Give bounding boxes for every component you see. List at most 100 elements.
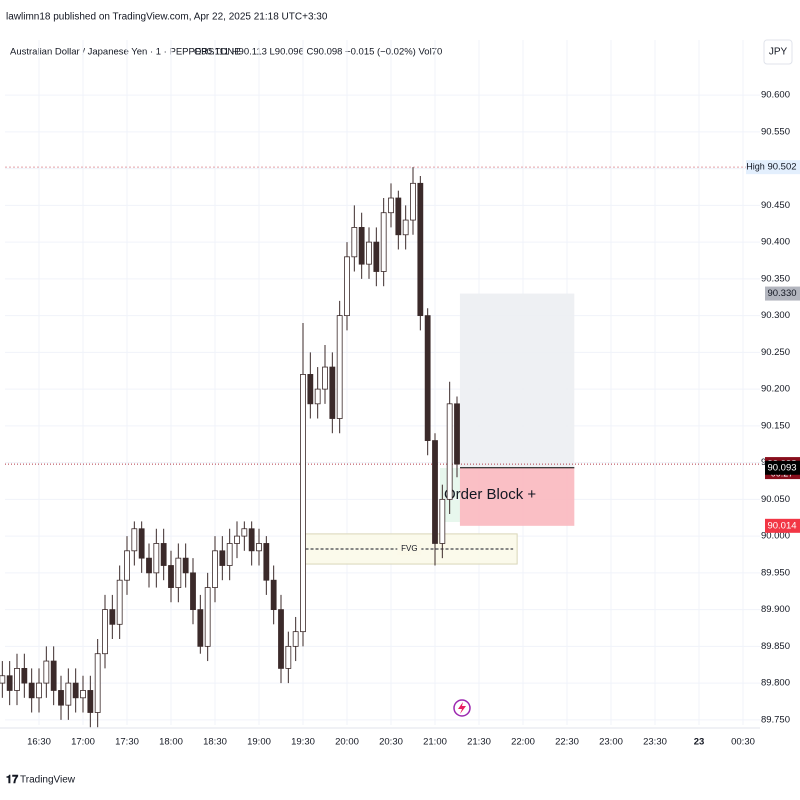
y-tick-label: 90.350 — [761, 273, 790, 284]
candle-body — [417, 182, 424, 317]
candle-body — [322, 366, 328, 390]
candle-body — [380, 212, 387, 272]
candle-body — [454, 403, 460, 465]
candle-body — [226, 543, 233, 566]
candle-body — [204, 587, 211, 647]
candle-body — [102, 609, 108, 655]
price-tag-label: 90.093 — [767, 462, 796, 473]
y-tick-label: 90.050 — [761, 494, 790, 505]
candle-body — [314, 388, 321, 405]
candle-body — [432, 440, 438, 544]
publisher: lawlimn18 published on TradingView.com, … — [6, 12, 328, 23]
x-tick-label: 23:00 — [599, 737, 623, 748]
candle-body — [388, 197, 394, 214]
candle-body — [307, 374, 314, 405]
candle-body — [270, 579, 277, 611]
candle-body — [87, 690, 94, 713]
fvg-label: FVG — [401, 544, 417, 553]
y-tick-label: 90.300 — [761, 310, 790, 321]
x-tick-label: 21:00 — [423, 737, 447, 748]
y-tick-label: 90.000 — [761, 531, 790, 542]
price-tag — [765, 518, 800, 533]
candle-body — [373, 241, 380, 272]
candle-body — [285, 645, 292, 669]
candle-body — [439, 498, 446, 544]
candle-body — [58, 690, 64, 706]
candle-body — [366, 241, 372, 265]
candle-body — [446, 403, 453, 500]
y-tick-label: 90.400 — [761, 237, 790, 248]
currency-box[interactable] — [763, 39, 793, 65]
candle-body — [300, 374, 306, 633]
candle-body — [109, 609, 116, 625]
target-zone — [459, 293, 575, 468]
symbol-title: Australian Dollar / Japanese Yen · 1 · P… — [10, 47, 241, 58]
y-tick-label: 90.550 — [761, 126, 790, 137]
level-name: High — [746, 162, 765, 172]
candle-body — [138, 528, 145, 559]
x-tick-label: 22:00 — [511, 737, 535, 748]
candle-body — [197, 609, 204, 647]
candle-body — [50, 660, 57, 691]
price-tag — [765, 286, 800, 301]
candle-body — [395, 197, 402, 236]
y-tick-label: 90.200 — [761, 384, 790, 395]
y-tick-label: 89.900 — [761, 604, 790, 615]
candle-body — [94, 653, 101, 713]
level-name-bg — [746, 160, 765, 175]
candle-body — [80, 690, 86, 699]
x-tick-label: 17:00 — [71, 737, 95, 748]
candle-body — [292, 631, 299, 647]
order-block-label: Order Block + — [444, 486, 536, 503]
candle-body — [65, 682, 72, 706]
price-tag-label: 90.330 — [767, 288, 796, 299]
candle-body — [424, 315, 431, 441]
currency[interactable]: JPY — [769, 47, 788, 58]
candle-body — [263, 543, 270, 581]
x-tick-label: 23:30 — [643, 737, 667, 748]
x-tick-label: 17:30 — [115, 737, 139, 748]
alert-bolt — [458, 702, 466, 714]
candle-body — [21, 668, 28, 684]
y-tick-label: 90.250 — [761, 347, 790, 358]
price-tag — [765, 160, 800, 175]
candle-body — [336, 315, 343, 419]
footer-brand: TradingView — [20, 775, 76, 786]
y-tick-label: 90.600 — [761, 90, 790, 101]
y-tick-label: 89.800 — [761, 678, 790, 689]
price-tag-label: 90.502 — [767, 162, 796, 173]
candle-body — [190, 572, 196, 611]
y-tick-label: 89.850 — [761, 641, 790, 652]
candle-body — [358, 227, 365, 265]
x-tick-label: 19:30 — [291, 737, 315, 748]
candle-body — [72, 682, 79, 699]
candle-body — [248, 528, 255, 552]
y-tick-label: 89.950 — [761, 567, 790, 578]
candle-body — [14, 668, 20, 691]
x-tick-label: 18:00 — [159, 737, 183, 748]
candle-body — [402, 219, 409, 236]
y-tick-label: 90.150 — [761, 420, 790, 431]
candle-body — [160, 543, 167, 566]
candle-body — [116, 579, 123, 625]
candle-body — [410, 182, 416, 221]
price-tag — [765, 460, 800, 475]
x-tick-label: 20:00 — [335, 737, 359, 748]
x-tick-label: 19:00 — [247, 737, 271, 748]
ohlc: O90.111 H90.113 L90.096 C90.098 −0.015 (… — [194, 47, 442, 58]
candle-body — [344, 256, 350, 317]
candle-body — [256, 543, 262, 552]
x-tick-label: 21:30 — [467, 737, 491, 748]
candle-body — [234, 535, 240, 544]
y-tick-label: 90.450 — [761, 200, 790, 211]
price-tag-label: 90.014 — [767, 520, 796, 531]
x-tick-label: 22:30 — [555, 737, 579, 748]
candle-body — [146, 557, 152, 574]
candle-body — [28, 682, 35, 699]
order-block — [459, 467, 575, 526]
candle-body — [124, 550, 130, 581]
x-tick-label: 00:30 — [731, 737, 755, 748]
x-tick-label: 16:30 — [27, 737, 51, 748]
